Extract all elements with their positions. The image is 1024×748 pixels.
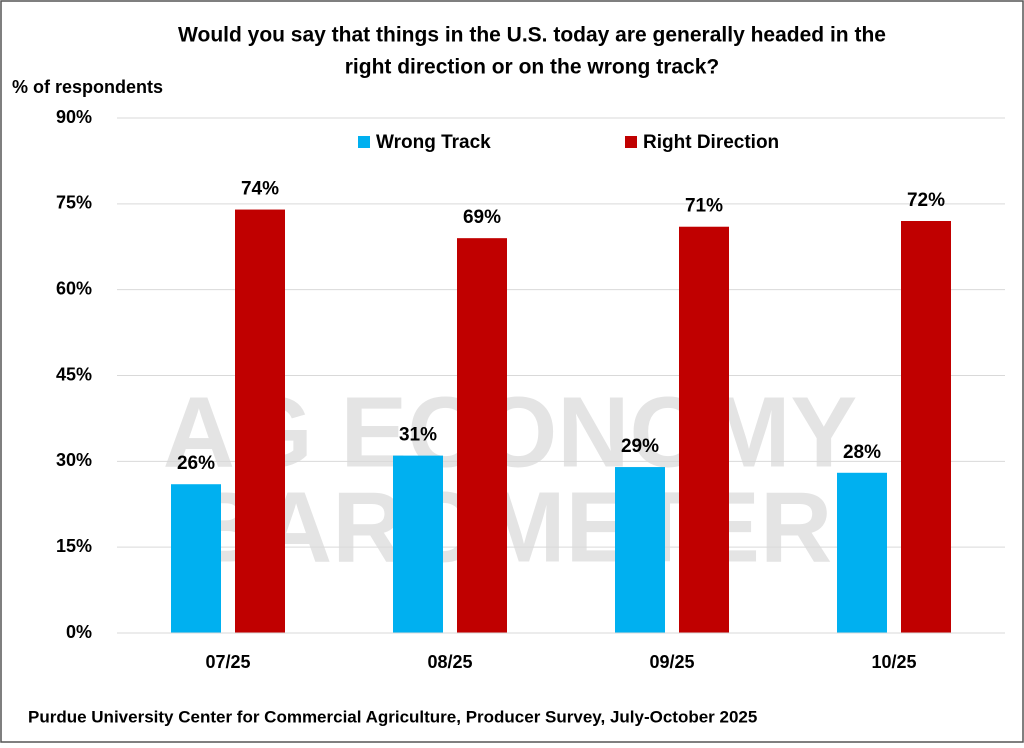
data-label: 31% <box>399 425 437 446</box>
data-label: 71% <box>685 196 723 217</box>
legend-swatch <box>358 136 370 148</box>
legend-label: Right Direction <box>643 132 779 153</box>
legend-swatch <box>625 136 637 148</box>
x-tick-label: 10/25 <box>871 652 916 672</box>
bar <box>679 226 729 633</box>
data-label: 74% <box>241 179 279 200</box>
data-label: 26% <box>177 453 215 474</box>
x-tick-label: 09/25 <box>649 652 694 672</box>
x-tick-label: 07/25 <box>205 652 250 672</box>
y-tick-label: 90% <box>56 107 92 127</box>
y-tick-label: 45% <box>56 364 92 384</box>
data-label: 28% <box>843 442 881 463</box>
y-tick-label: 15% <box>56 536 92 556</box>
bar <box>171 484 221 633</box>
y-axis-label: % of respondents <box>12 77 163 97</box>
data-label: 29% <box>621 436 659 457</box>
y-tick-label: 75% <box>56 193 92 213</box>
legend-label: Wrong Track <box>376 132 491 153</box>
chart-title: right direction or on the wrong track? <box>345 56 720 79</box>
y-tick-label: 30% <box>56 450 92 470</box>
bar <box>235 209 285 634</box>
bar <box>393 455 443 633</box>
x-tick-label: 08/25 <box>427 652 472 672</box>
source-note: Purdue University Center for Commercial … <box>28 707 757 726</box>
bar <box>615 467 665 633</box>
y-tick-label: 0% <box>66 622 92 642</box>
bar <box>457 238 507 633</box>
data-label: 72% <box>907 190 945 211</box>
bar <box>837 472 887 633</box>
chart-title: Would you say that things in the U.S. to… <box>178 24 886 47</box>
data-label: 69% <box>463 207 501 228</box>
y-tick-label: 60% <box>56 278 92 298</box>
bar <box>901 221 951 633</box>
